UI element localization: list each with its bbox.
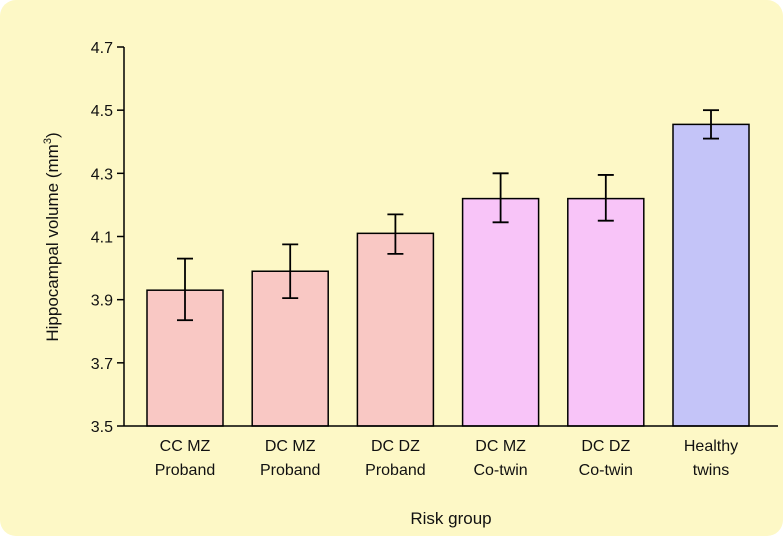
x-category-label: twins: [693, 462, 729, 479]
y-tick-label: 4.3: [91, 166, 113, 183]
y-tick-label: 4.7: [91, 40, 113, 57]
y-axis-title-superscript: 3: [42, 138, 54, 144]
y-tick-label: 4.1: [91, 230, 113, 247]
x-category-label: Co-twin: [473, 462, 527, 479]
x-category-label: DC MZ: [475, 438, 526, 455]
x-category-label: DC DZ: [581, 438, 630, 455]
x-category-label: Proband: [365, 462, 426, 479]
y-tick-label: 4.5: [91, 103, 113, 120]
error-bar: [597, 174, 614, 222]
y-tick-label: 3.5: [91, 419, 113, 436]
y-tick-label: 3.9: [91, 293, 113, 310]
y-tick-label: 3.7: [91, 356, 113, 373]
error-bar: [387, 213, 404, 255]
y-axis-title-main: Hippocampal volume (mm: [43, 144, 62, 341]
error-bar: [703, 109, 719, 140]
bar: [356, 232, 435, 427]
error-bar: [492, 172, 509, 224]
x-category-label: CC MZ: [160, 438, 211, 455]
bar: [567, 197, 645, 427]
x-category-label: Proband: [155, 462, 216, 479]
error-bar: [282, 243, 299, 299]
x-category-label: Proband: [260, 462, 321, 479]
y-axis-title-close: ): [43, 132, 62, 138]
y-ticks-layer: 3.5 3.7 3.9 4.1 4.3 4.5 4.7: [91, 40, 124, 436]
x-category-label: Healthy: [684, 438, 738, 455]
x-axis-title: Risk group: [410, 509, 491, 528]
bar: [461, 197, 540, 427]
y-axis-title: Hippocampal volume (mm3): [42, 132, 62, 341]
x-category-label: DC DZ: [371, 438, 420, 455]
x-category-label: Co-twin: [579, 462, 633, 479]
bar: [672, 123, 750, 427]
x-category-label: DC MZ: [265, 438, 316, 455]
error-bar: [177, 257, 193, 322]
bar: [146, 289, 224, 427]
x-categories-layer: CC MZ Proband DC MZ Proband DC DZ Proband DC M…: [155, 438, 738, 479]
error-bars-layer: [177, 109, 719, 322]
